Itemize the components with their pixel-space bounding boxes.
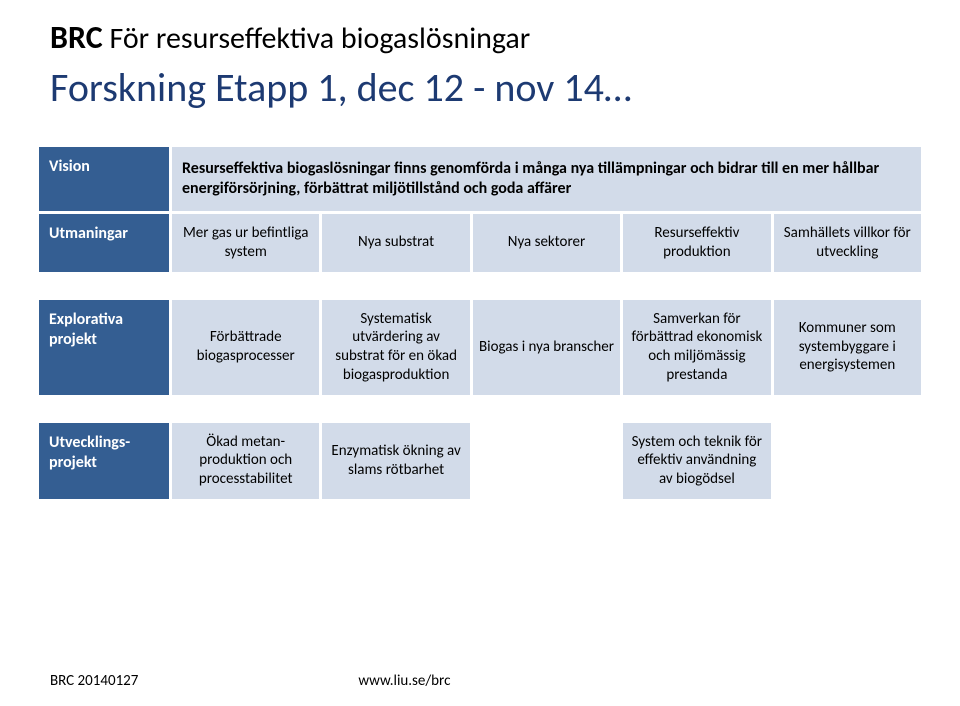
header: BRC För resurseffektiva biogaslösningar … [36, 18, 924, 116]
utmaningar-cell: Resurseffektiv produktion [623, 214, 770, 272]
footer-left: BRC 20140127 [50, 672, 138, 690]
tables-container: Vision Resurseffektiva biogaslösningar f… [36, 144, 924, 502]
page-title: Forskning Etapp 1, dec 12 - nov 14… [50, 63, 632, 112]
utvecklings-cell: System och teknik för effektiv användnin… [623, 423, 770, 499]
utmaningar-cell: Nya substrat [322, 214, 469, 272]
table-utvecklings: Utvecklings­projekt Ökad metan­produktio… [36, 420, 924, 502]
title-bar: Forskning Etapp 1, dec 12 - nov 14… [36, 59, 638, 116]
utvecklings-cell: Ökad metan­produktion och processtabilit… [172, 423, 319, 499]
brand-line: BRC För resurseffektiva biogaslösningar [50, 18, 924, 57]
explorativa-cell: Förbättrade biogasprocesser [172, 300, 319, 395]
footer-center: www.liu.se/brc [358, 672, 450, 690]
utvecklings-cell-empty [473, 423, 620, 499]
explorativa-cell: Kommuner som systembyggare i energisyste… [774, 300, 921, 395]
table-explorativa: Explorativa projekt Förbättrade biogaspr… [36, 297, 924, 398]
brand-tagline: För resurseffektiva biogaslösningar [109, 20, 530, 57]
row-explorativa: Explorativa projekt Förbättrade biogaspr… [39, 300, 921, 395]
rowhead-vision: Vision [39, 147, 169, 211]
utmaningar-cell: Samhällets villkor för utveckling [774, 214, 921, 272]
utmaningar-cell: Mer gas ur befintliga system [172, 214, 319, 272]
rowhead-utmaningar: Utmaningar [39, 214, 169, 272]
utvecklings-cell: Enzymatisk ökning av slams rötbarhet [322, 423, 469, 499]
vision-text: Resurseffektiva biogaslösningar finns ge… [172, 147, 921, 211]
explorativa-cell: Biogas i nya branscher [473, 300, 620, 395]
footer: BRC 20140127 www.liu.se/brc [36, 666, 924, 698]
explorativa-cell: Systematisk utvärdering av substrat för … [322, 300, 469, 395]
brand-abbrev: BRC [50, 18, 103, 57]
row-utmaningar: Utmaningar Mer gas ur befintliga system … [39, 214, 921, 272]
table-vision-utmaningar: Vision Resurseffektiva biogaslösningar f… [36, 144, 924, 275]
utvecklings-cell-empty [774, 423, 921, 499]
row-vision: Vision Resurseffektiva biogaslösningar f… [39, 147, 921, 211]
utmaningar-cell: Nya sektorer [473, 214, 620, 272]
slide: BRC För resurseffektiva biogaslösningar … [0, 0, 960, 706]
explorativa-cell: Samverkan för förbättrad ekonomisk och m… [623, 300, 770, 395]
rowhead-explorativa: Explorativa projekt [39, 300, 169, 395]
row-utvecklings: Utvecklings­projekt Ökad metan­produktio… [39, 423, 921, 499]
rowhead-utvecklings: Utvecklings­projekt [39, 423, 169, 499]
